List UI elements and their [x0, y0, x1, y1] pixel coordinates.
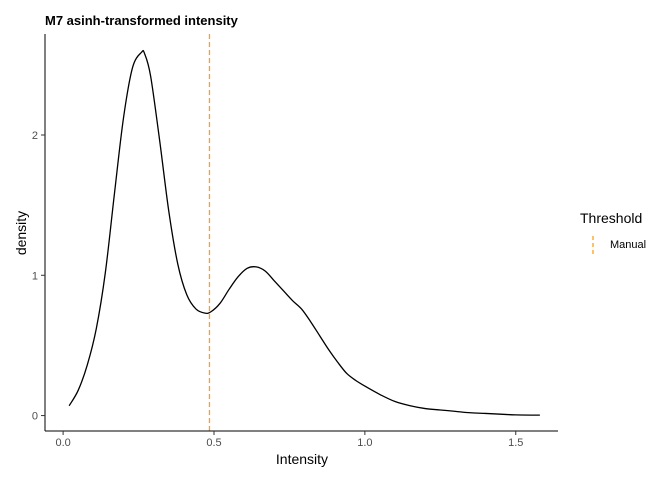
y-axis-label: density	[13, 211, 29, 255]
y-axis-ticks: 0 1 2	[32, 130, 45, 423]
legend: Threshold Manual	[580, 210, 646, 254]
legend-title: Threshold	[580, 210, 642, 226]
density-curve	[68, 49, 540, 416]
y-tick-label: 2	[32, 130, 38, 142]
plot-area	[68, 34, 540, 431]
x-tick-label: 0.0	[55, 437, 70, 449]
x-tick-label: 0.5	[206, 437, 221, 449]
x-tick-label: 1.0	[357, 437, 372, 449]
chart-title: M7 asinh-transformed intensity	[45, 13, 239, 28]
y-tick-label: 1	[32, 270, 38, 282]
y-tick-label: 0	[32, 411, 38, 423]
x-axis-ticks: 0.0 0.5 1.0 1.5	[55, 431, 523, 449]
x-axis-label: Intensity	[276, 451, 328, 467]
x-tick-label: 1.5	[508, 437, 523, 449]
legend-label-manual: Manual	[610, 239, 646, 251]
